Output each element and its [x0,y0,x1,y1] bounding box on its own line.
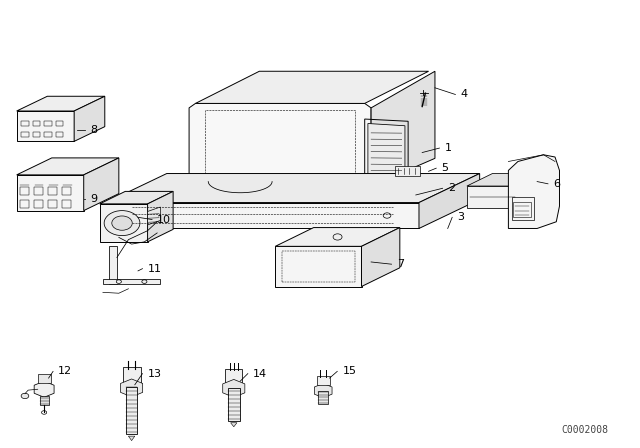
Polygon shape [275,228,400,246]
Polygon shape [17,175,84,211]
Polygon shape [396,166,420,176]
Polygon shape [84,158,119,211]
Bar [56,132,63,138]
Text: 7: 7 [397,259,404,269]
Polygon shape [40,396,49,405]
Polygon shape [17,96,105,111]
Polygon shape [518,173,543,208]
Polygon shape [109,246,117,284]
Polygon shape [419,173,479,228]
Polygon shape [467,186,518,208]
Text: 10: 10 [157,215,171,224]
Bar [56,121,63,126]
Text: C0002008: C0002008 [561,425,609,435]
Polygon shape [103,279,161,284]
Circle shape [21,393,29,399]
Bar [21,132,29,138]
Text: 14: 14 [253,369,267,379]
Polygon shape [189,103,371,190]
Bar [33,132,40,138]
Text: 12: 12 [58,366,72,376]
Bar [62,187,71,195]
Polygon shape [368,124,405,177]
Bar [44,121,52,126]
Bar [48,200,57,208]
Circle shape [104,211,140,236]
Polygon shape [17,158,119,175]
Bar [62,200,71,208]
Polygon shape [362,228,400,287]
Polygon shape [148,207,161,225]
Circle shape [112,216,132,230]
Text: 9: 9 [90,194,97,204]
Polygon shape [100,204,148,242]
Text: 13: 13 [148,369,161,379]
Polygon shape [129,436,135,440]
Bar [20,187,29,195]
Text: 4: 4 [461,90,468,99]
Polygon shape [74,96,105,142]
Text: 8: 8 [90,125,97,135]
Polygon shape [318,391,328,404]
Polygon shape [195,71,429,103]
Text: 1: 1 [445,143,452,153]
Polygon shape [126,387,138,434]
Text: 6: 6 [553,179,560,189]
Bar [34,200,43,208]
Bar [48,187,57,195]
Text: 11: 11 [148,264,161,274]
Polygon shape [467,173,543,186]
Polygon shape [106,173,479,202]
Polygon shape [148,191,173,242]
Polygon shape [508,155,559,228]
Polygon shape [371,71,435,186]
Polygon shape [275,246,362,287]
Bar [44,132,52,138]
Bar [21,121,29,126]
Polygon shape [228,388,239,421]
Polygon shape [230,423,237,427]
Polygon shape [106,202,419,228]
Bar [20,200,29,208]
Polygon shape [34,381,54,397]
Polygon shape [223,379,245,397]
Text: 2: 2 [448,183,455,193]
Polygon shape [317,376,330,385]
Polygon shape [17,111,74,142]
Polygon shape [225,369,242,383]
Polygon shape [123,367,141,383]
Bar [34,187,43,195]
Polygon shape [100,191,173,204]
Polygon shape [38,374,51,383]
Bar [33,121,40,126]
Text: 3: 3 [458,212,464,222]
Text: 15: 15 [342,366,356,376]
Polygon shape [314,383,332,398]
Text: 5: 5 [442,163,449,173]
Polygon shape [120,379,143,397]
